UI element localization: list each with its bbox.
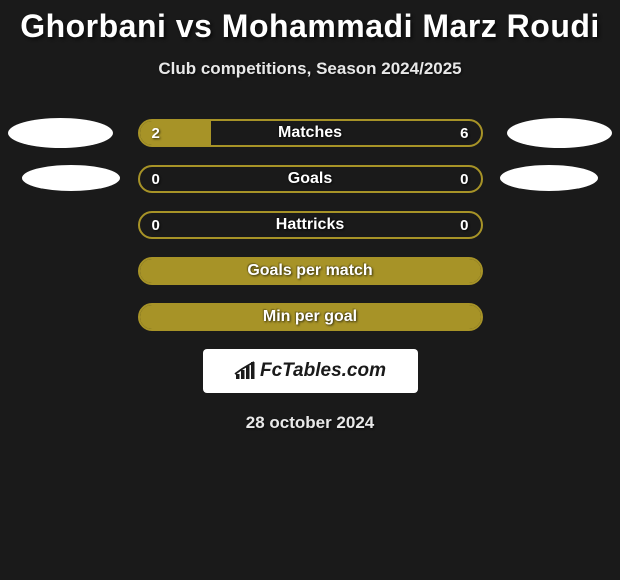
page-title: Ghorbani vs Mohammadi Marz Roudi [0,0,620,45]
stat-label: Hattricks [276,216,344,234]
bar-fill-left [140,121,212,145]
player-pill-right [500,165,598,191]
stat-value-right: 6 [460,125,468,142]
player-pill-left [8,118,113,148]
logo-box: FcTables.com [203,349,418,393]
stat-value-right: 0 [460,217,468,234]
page-subtitle: Club competitions, Season 2024/2025 [0,59,620,79]
player-pill-left [22,165,120,191]
stat-label: Goals [288,170,332,188]
stat-row: 0 Goals 0 [0,165,620,193]
player-pill-right [507,118,612,148]
stat-bar: Goals per match [138,257,483,285]
chart-icon [234,361,258,381]
stat-value-left: 0 [152,217,160,234]
stat-bar: 2 Matches 6 [138,119,483,147]
stat-label: Goals per match [247,262,372,280]
logo-text: FcTables.com [260,360,386,382]
stat-bar: 0 Goals 0 [138,165,483,193]
stat-value-left: 2 [152,125,160,142]
stat-row: Min per goal [0,303,620,331]
stat-label: Min per goal [263,308,357,326]
stat-value-right: 0 [460,171,468,188]
logo: FcTables.com [234,360,386,382]
date-label: 28 october 2024 [0,413,620,433]
stat-row: 2 Matches 6 [0,119,620,147]
stat-label: Matches [278,124,342,142]
stat-row: Goals per match [0,257,620,285]
stat-row: 0 Hattricks 0 [0,211,620,239]
stat-bar: 0 Hattricks 0 [138,211,483,239]
stat-value-left: 0 [152,171,160,188]
stat-rows: 2 Matches 6 0 Goals 0 0 Hattricks 0 Goals per mat… [0,119,620,331]
stat-bar: Min per goal [138,303,483,331]
